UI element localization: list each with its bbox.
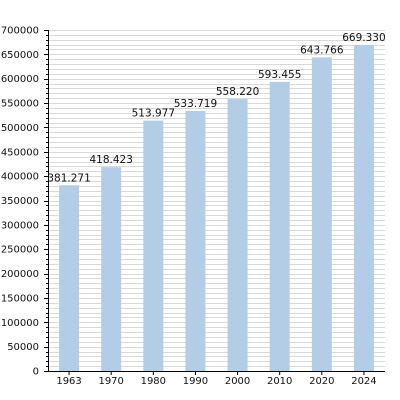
bar-1990 [185,111,206,372]
data-label: 643.766 [300,44,344,56]
data-label: 418.423 [89,154,132,166]
x-tick-label: 2000 [225,376,250,387]
y-tick-label: 300000 [1,220,39,231]
x-tick-label: 2024 [351,376,376,387]
y-tick-label: 650000 [1,50,39,61]
y-tick-label: 200000 [1,269,39,280]
bar-1970 [101,167,122,371]
y-tick-label: 50000 [7,342,39,353]
y-tick-label: 400000 [1,172,39,183]
y-tick-label: 350000 [1,196,39,207]
y-tick-label: 700000 [1,26,39,37]
bars [59,44,374,372]
data-label: 533.719 [174,98,217,110]
gridlines [48,30,385,367]
x-tick-label: 1963 [56,376,81,387]
y-tick-label: 600000 [1,74,39,85]
y-axis-ticks: 0 50000 100000 150000 200000 250000 300000 3500… [1,26,48,378]
x-tick-label: 2020 [309,376,334,387]
x-tick-label: 1990 [183,376,208,387]
bar-2010 [269,81,290,371]
y-tick-label: 250000 [1,245,39,256]
axes [48,30,385,372]
data-label: 558.220 [216,86,259,98]
y-tick-label: 450000 [1,147,39,158]
y-tick-label: 0 [33,367,39,378]
data-label: 381.271 [47,172,90,184]
y-tick-label: 150000 [1,293,39,304]
y-tick-label: 100000 [1,318,39,329]
data-label: 513.977 [132,108,175,120]
y-tick-label: 550000 [1,99,39,110]
bar-2024 [353,44,374,371]
x-tick-label: 1980 [141,376,166,387]
data-label: 593.455 [258,69,301,81]
y-tick-label: 500000 [1,123,39,134]
x-tick-label: 1970 [98,376,123,387]
bar-1980 [143,120,164,371]
bar-2000 [227,99,248,372]
x-tick-label: 2010 [267,376,292,387]
data-label: 669.330 [342,32,385,44]
bar-2020 [311,57,332,372]
bar-1963 [59,185,80,371]
x-axis-ticks: 1963 1970 1980 1990 2000 2010 2020 2024 [56,371,377,387]
